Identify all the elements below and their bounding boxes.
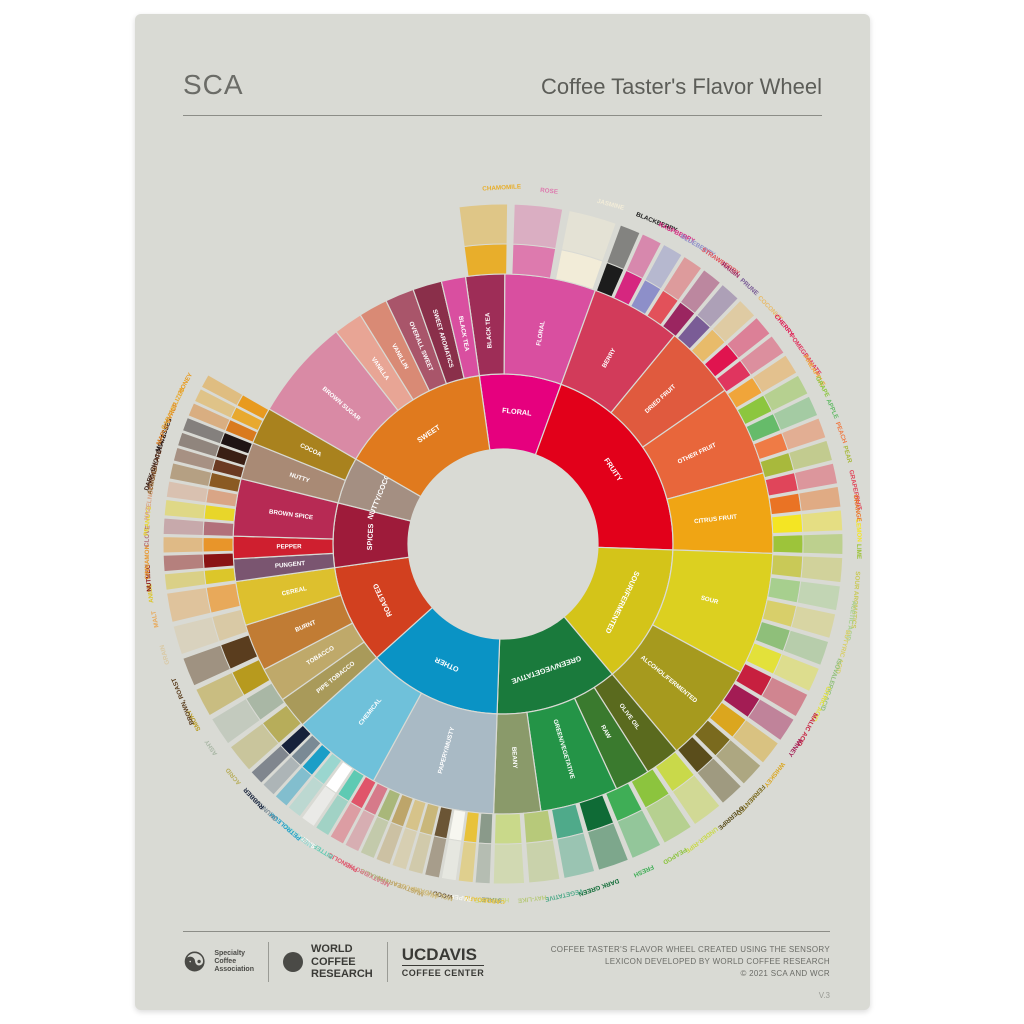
wheel-descriptor-swatch-orange[interactable] xyxy=(769,493,801,515)
wheel-descriptor-label-lemon: LEMON xyxy=(854,519,863,543)
wheel-descriptor-label-ashy: ASHY xyxy=(203,738,219,757)
wheel-descriptor-swatch-nutmeg[interactable] xyxy=(203,553,234,568)
wheel-descriptor-hatch-cinnamon[interactable] xyxy=(163,537,203,553)
wheel-descriptor-hatch-acetic-acid[interactable] xyxy=(797,581,840,611)
wheel-descriptor-label-prune: PRUNE xyxy=(739,277,760,297)
wheel-descriptor-label-lime: LIME xyxy=(855,544,862,559)
wheel-descriptor-swatch-herb-like[interactable] xyxy=(494,813,522,844)
wheel-descriptor-swatch-malt[interactable] xyxy=(206,583,240,613)
wheel-descriptor-label-cinnamon: CINNAMON xyxy=(144,544,151,579)
wheel-descriptor-hatch-herb-like[interactable] xyxy=(493,843,524,884)
wheel-center-hole xyxy=(408,449,598,639)
wheel-descriptor-hatch-malt[interactable] xyxy=(167,588,211,623)
wheel-descriptor-swatch-peanuts[interactable] xyxy=(204,505,235,522)
wheel-descriptor-label-chamomile: CHAMOMILE xyxy=(482,183,521,192)
sca-logo-icon: ☯ xyxy=(183,947,206,978)
wheel-descriptor-label-malt: MALT xyxy=(150,610,160,628)
wheel-descriptor-label-fresh: FRESH xyxy=(632,863,655,879)
wheel-descriptor-label-rubber: RUBBER xyxy=(242,786,266,811)
flavor-wheel[interactable]: FLORAL BLACK TEA FLORAL CHAMOMILE ROSE JASMIN… xyxy=(135,144,870,904)
wheel-descriptor-swatch-rose[interactable] xyxy=(512,244,556,278)
wheel-descriptor-label-grain: GRAIN xyxy=(159,644,172,666)
brand-label: SCA xyxy=(183,69,244,101)
wheel-descriptor-hatch-sour-aromatics[interactable] xyxy=(801,556,843,583)
sca-logo: ☯ Specialty Coffee Association xyxy=(183,942,269,982)
page-number: V.3 xyxy=(819,991,830,1000)
ucdavis-logo: UCDAVIS COFFEE CENTER xyxy=(402,942,499,982)
wheel-descriptor-hatch-orange[interactable] xyxy=(799,486,841,511)
wheel-descriptor-hatch-peanuts[interactable] xyxy=(164,499,205,519)
wheel-descriptor-hatch-rose[interactable] xyxy=(513,204,563,248)
wheel-descriptor-hatch-lime[interactable] xyxy=(803,534,843,555)
wheel-descriptor-label-honey: HONEY xyxy=(177,371,194,395)
wheel-descriptor-swatch-cardboard[interactable] xyxy=(463,812,479,843)
wheel-descriptor-hatch-nutmeg[interactable] xyxy=(163,554,204,572)
flavor-wheel-svg[interactable]: FLORALBLACK TEA FLORALCHAMOMILE ROSEJASMIN… xyxy=(135,144,870,904)
wheel-descriptor-label-apple: APPLE xyxy=(825,398,840,420)
wheel-descriptor-hatch-chamomile[interactable] xyxy=(459,204,508,247)
wheel-descriptor-label-hay-like: HAY-LIKE xyxy=(517,893,546,903)
wheel-descriptor-swatch-chamomile[interactable] xyxy=(464,244,507,276)
wheel-descriptor-label-grape: GRAPE xyxy=(814,375,831,398)
wheel-descriptor-swatch-anise[interactable] xyxy=(204,568,235,585)
wheel-descriptor-swatch-lemon[interactable] xyxy=(772,514,803,534)
wheel-descriptor-swatch-acetic-acid[interactable] xyxy=(768,577,801,603)
wheel-descriptor-hatch-vegetative[interactable] xyxy=(557,833,595,879)
wheel-category-label-spices: SPICES xyxy=(365,523,375,550)
logo-row: ☯ Specialty Coffee Association WORLD COF… xyxy=(183,942,498,982)
wheel-descriptor-label-whiskey: WHISKEY xyxy=(762,761,786,789)
wheel-descriptor-swatch-cinnamon[interactable] xyxy=(203,538,233,552)
header: SCA Coffee Taster's Flavor Wheel xyxy=(183,69,822,116)
wheel-descriptor-swatch-lime[interactable] xyxy=(773,535,803,553)
wheel-descriptor-label-vegetative: VEGETATIVE xyxy=(544,887,584,903)
wheel-subcategory-label-beany: BEANY xyxy=(510,747,518,770)
globe-icon xyxy=(283,952,303,972)
footer-credit: COFFEE TASTER'S FLAVOR WHEEL CREATED USI… xyxy=(551,944,830,980)
wheel-descriptor-hatch-stale[interactable] xyxy=(475,843,492,884)
wheel-descriptor-label-jasmine: JASMINE xyxy=(596,198,625,212)
wheel-descriptor-hatch-anise[interactable] xyxy=(164,570,205,590)
wheel-descriptor-swatch-stale[interactable] xyxy=(478,813,492,844)
wheel-descriptor-label-brown-roast: BROWN, ROAST xyxy=(170,677,195,726)
wheel-descriptor-label-under-ripe: UNDER-RIPE xyxy=(684,825,720,854)
wheel-descriptor-label-rose: ROSE xyxy=(540,187,558,196)
wheel-descriptor-hatch-lemon[interactable] xyxy=(801,510,842,532)
wheel-descriptor-swatch-sour-aromatics[interactable] xyxy=(771,555,803,578)
wheel-descriptor-hatch-hay-like[interactable] xyxy=(526,840,560,883)
wheel-descriptor-label-winey: WINEY xyxy=(786,737,804,759)
footer: ☯ Specialty Coffee Association WORLD COF… xyxy=(183,931,830,982)
wheel-descriptor-hatch-clove[interactable] xyxy=(163,518,204,536)
wheel-descriptor-swatch-clove[interactable] xyxy=(203,521,234,536)
wcr-logo: WORLD COFFEE RESEARCH xyxy=(283,942,388,982)
wheel-descriptor-swatch-hay-like[interactable] xyxy=(524,810,554,843)
page-title: Coffee Taster's Flavor Wheel xyxy=(541,74,822,100)
wheel-descriptor-label-pear: PEAR xyxy=(841,445,853,464)
wheel-descriptor-label-peach: PEACH xyxy=(834,421,848,445)
wheel-descriptor-label-peapod: PEAPOD xyxy=(661,846,688,866)
poster-card: SCA Coffee Taster's Flavor Wheel FLORAL B… xyxy=(135,14,870,1010)
wheel-subcategory-label-pepper: PEPPER xyxy=(276,543,302,550)
wheel-descriptor-label-overripe: OVERRIPE xyxy=(716,804,745,831)
wheel-descriptor-label-acrid: ACRID xyxy=(224,766,242,786)
